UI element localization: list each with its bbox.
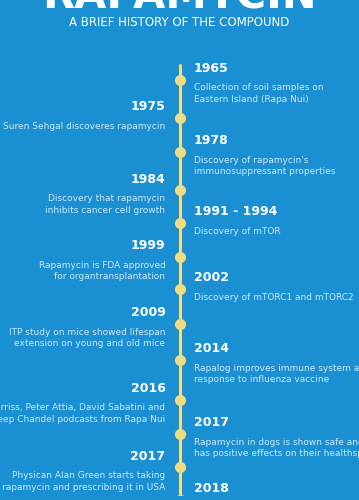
Text: Rapamycin is FDA approved
for organtransplantation: Rapamycin is FDA approved for organtrans… (38, 261, 165, 281)
Text: Discovery that rapamycin
inhibits cancer cell growth: Discovery that rapamycin inhibits cancer… (46, 194, 165, 214)
Text: 1978: 1978 (194, 134, 228, 147)
Text: 2017: 2017 (130, 450, 165, 462)
Text: 1975: 1975 (131, 100, 165, 113)
Text: 1984: 1984 (131, 172, 165, 186)
Text: 2018: 2018 (194, 482, 228, 495)
Text: Suren Sehgal discoveres rapamycin: Suren Sehgal discoveres rapamycin (3, 122, 165, 130)
Text: Discovery of mTOR: Discovery of mTOR (194, 226, 280, 235)
Text: 2014: 2014 (194, 342, 229, 355)
Text: Rapamycin in dogs is shown safe and
has positive effects on their healthspan: Rapamycin in dogs is shown safe and has … (194, 438, 359, 458)
Text: Tim Ferriss, Peter Attia, David Sabatini and
Navdeep Chandel podcasts from Rapa : Tim Ferriss, Peter Attia, David Sabatini… (0, 404, 165, 424)
Text: Physican Alan Green starts taking
rapamycin and prescribing it in USA: Physican Alan Green starts taking rapamy… (2, 471, 165, 492)
Text: Discovery of rapamycin's
immunosuppressant properties: Discovery of rapamycin's immunosuppressa… (194, 156, 335, 176)
Text: 1999: 1999 (131, 240, 165, 252)
Text: 2009: 2009 (131, 306, 165, 320)
Text: 2017: 2017 (194, 416, 229, 429)
Text: 2016: 2016 (131, 382, 165, 394)
Text: Discovery of mTORC1 and mTORC2: Discovery of mTORC1 and mTORC2 (194, 292, 353, 302)
Text: 1991 - 1994: 1991 - 1994 (194, 205, 277, 218)
Text: ITP study on mice showed lifespan
extension on young and old mice: ITP study on mice showed lifespan extens… (9, 328, 165, 348)
Text: RAPAMYCIN: RAPAMYCIN (42, 0, 317, 17)
Text: Collection of soil samples on
Eastern Island (Rapa Nui): Collection of soil samples on Eastern Is… (194, 84, 323, 104)
Text: Rapalog improves immune system and
response to influenza vaccine: Rapalog improves immune system and respo… (194, 364, 359, 384)
Text: A BRIEF HISTORY OF THE COMPOUND: A BRIEF HISTORY OF THE COMPOUND (69, 16, 290, 29)
Text: 1965: 1965 (194, 62, 228, 75)
Text: 2002: 2002 (194, 271, 229, 284)
